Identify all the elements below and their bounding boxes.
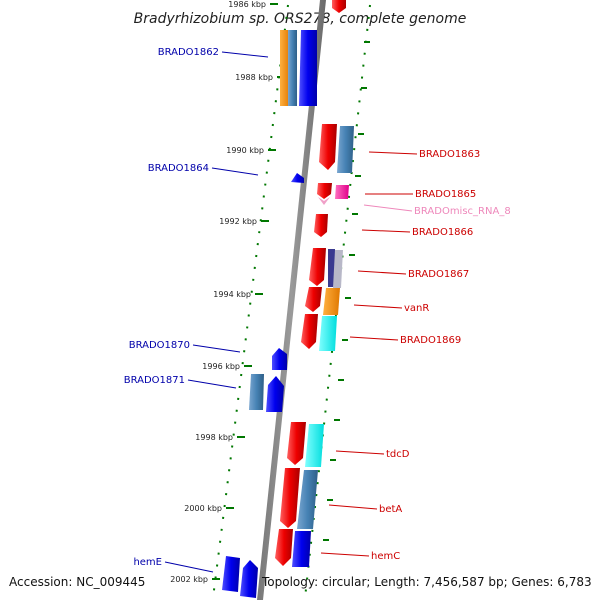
page-title: Bradyrhizobium sp. ORS278, complete geno…	[134, 11, 467, 27]
gene-block-steel	[288, 30, 297, 106]
gene-arrow-brado1870	[272, 348, 287, 370]
tick-label: 1994 kbp	[213, 290, 251, 299]
gene-label-right: vanR	[404, 303, 429, 314]
gene-label-left: BRADO1862	[158, 47, 219, 58]
gene-label-right: betA	[379, 504, 402, 515]
gene-label-right: BRADO1863	[419, 149, 480, 160]
gene-arrow-brado1863-red	[319, 124, 337, 170]
gene-arrow-vanr	[305, 287, 322, 312]
gene-arrow-beta	[280, 468, 300, 528]
kbp-ticks: 1986 kbp 1988 kbp 1990 kbp 1992 kbp 1994 kbp…	[170, 0, 370, 584]
tick-label: 1988 kbp	[235, 73, 273, 82]
gene-block-tdcd-cyan	[305, 424, 324, 467]
gene-block-brado1867-gray	[333, 250, 343, 288]
gene-label-left: BRADO1864	[148, 163, 209, 174]
gene-label-right: BRADO1869	[400, 335, 461, 346]
leader-line	[357, 270, 407, 275]
gene-block-blue	[299, 30, 317, 106]
gene-label-right: BRADO1866	[412, 227, 473, 238]
gene-brado-misc-rna-8	[318, 197, 330, 205]
tick-label: 1996 kbp	[202, 362, 240, 371]
gene-label-right: BRADO1867	[408, 269, 469, 280]
tick-label: 1990 kbp	[226, 146, 264, 155]
gene-block-brado1863-steel	[337, 126, 354, 173]
leader-line	[335, 450, 385, 455]
tick-label: 1998 kbp	[195, 433, 233, 442]
gene-block-vanr-orange	[323, 288, 340, 315]
gene-arrow-top-partial	[332, 0, 346, 13]
gene-block-brado1865-pink	[335, 185, 349, 199]
leader-line	[368, 151, 418, 155]
gene-block-brado1867-indigo	[328, 249, 335, 287]
gene-block-brado1871-steel	[249, 374, 264, 410]
gene-label-right: BRADO1865	[415, 189, 476, 200]
gene-label-right: BRADOmisc_RNA_8	[414, 206, 511, 217]
accession-text: Accession: NC_009445	[9, 575, 145, 589]
leader-line	[361, 229, 411, 233]
leader-line	[221, 51, 269, 58]
gene-label-left: BRADO1870	[129, 340, 190, 351]
gene-block-hemc-blue	[292, 531, 311, 567]
label-leader-lines	[164, 51, 418, 573]
leader-line	[192, 344, 241, 353]
tick-label: 1986 kbp	[228, 0, 266, 9]
gene-arrow-brado1866	[314, 214, 328, 237]
topology-text: Topology: circular; Length: 7,456,587 bp…	[261, 575, 592, 589]
leader-line	[211, 167, 259, 176]
leader-line	[353, 304, 403, 309]
right-genes-track	[275, 124, 354, 567]
gene-arrow-brado1864	[291, 173, 304, 183]
leader-line	[328, 504, 378, 510]
gene-arrow-heme	[240, 560, 258, 598]
left-genes-track	[222, 30, 317, 598]
leader-line	[187, 379, 237, 389]
gene-labels: BRADO1862 BRADO1864 BRADO1870 BRADO1871 hemE…	[124, 47, 511, 568]
gene-block-heme-1	[222, 556, 240, 592]
gene-arrow-tdcd	[287, 422, 306, 465]
tick-label: 1992 kbp	[219, 217, 257, 226]
gene-label-right: tdcD	[386, 449, 410, 460]
tick-label: 2002 kbp	[170, 575, 208, 584]
tick-label: 2000 kbp	[184, 504, 222, 513]
leader-line	[349, 336, 399, 341]
gene-block-brado1869-cyan	[319, 316, 337, 351]
gene-arrow-hemc	[275, 529, 293, 566]
left-guide-line	[212, 4, 289, 599]
gene-label-left: BRADO1871	[124, 375, 185, 386]
leader-line	[164, 561, 214, 573]
leader-line	[363, 204, 413, 212]
gene-block-orange	[280, 30, 290, 106]
gene-label-right: hemC	[371, 551, 400, 562]
genome-backbone	[257, 0, 326, 600]
gene-arrow-brado1871	[266, 376, 284, 412]
gene-arrow-brado1867-red	[309, 248, 326, 286]
gene-arrow-brado1865	[317, 183, 332, 199]
leader-line	[320, 552, 370, 557]
gene-block-beta-steel	[297, 470, 318, 529]
gene-arrow-brado1869	[301, 314, 318, 349]
gene-label-left: hemE	[133, 557, 162, 568]
